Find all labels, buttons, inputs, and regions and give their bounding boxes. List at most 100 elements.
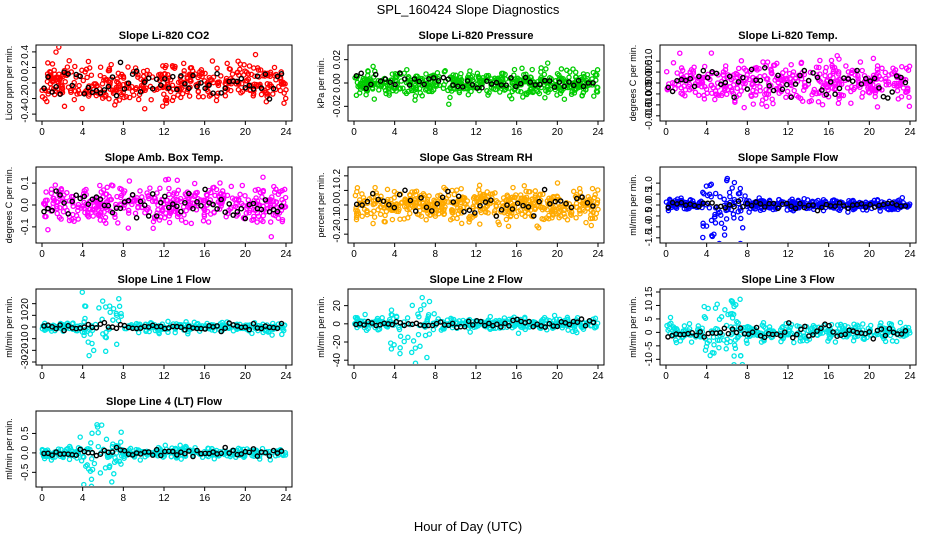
data-point bbox=[582, 208, 588, 214]
data-point bbox=[860, 321, 866, 327]
data-point bbox=[388, 346, 395, 352]
y-tick-label: -1.0 bbox=[644, 218, 655, 236]
data-point bbox=[456, 89, 463, 96]
data-point bbox=[577, 201, 584, 208]
data-point bbox=[570, 188, 577, 195]
data-point bbox=[735, 65, 742, 72]
x-tick-label: 20 bbox=[240, 493, 252, 504]
data-point bbox=[269, 194, 275, 200]
data-point bbox=[877, 208, 883, 214]
x-tick-label: 24 bbox=[904, 249, 916, 260]
chart-title: Slope Amb. Box Temp. bbox=[105, 152, 224, 164]
data-point-black bbox=[113, 325, 120, 332]
data-point-black bbox=[65, 322, 71, 329]
data-point bbox=[260, 212, 267, 219]
data-point bbox=[797, 338, 803, 344]
data-point-black bbox=[423, 204, 430, 211]
data-point bbox=[686, 320, 693, 327]
data-point bbox=[708, 193, 714, 200]
data-point-black bbox=[880, 93, 887, 100]
data-points bbox=[39, 421, 289, 486]
x-tick-label: 16 bbox=[199, 127, 211, 138]
data-point-black bbox=[145, 75, 152, 81]
data-point bbox=[548, 195, 555, 202]
data-point-black bbox=[782, 329, 788, 336]
chart-title: Slope Line 3 Flow bbox=[742, 274, 835, 286]
y-tick-label: 0.0 bbox=[20, 198, 31, 212]
data-point bbox=[260, 174, 266, 180]
data-point bbox=[407, 210, 413, 217]
data-point-black bbox=[226, 450, 232, 456]
data-point bbox=[737, 353, 744, 359]
data-point bbox=[228, 87, 234, 94]
data-point-black bbox=[190, 453, 196, 460]
data-point bbox=[356, 197, 363, 203]
data-point bbox=[897, 319, 904, 326]
data-point-black bbox=[198, 202, 204, 209]
data-point-black bbox=[556, 79, 563, 85]
x-tick-label: 8 bbox=[121, 493, 127, 504]
data-point bbox=[728, 331, 735, 338]
data-point-black bbox=[693, 332, 700, 339]
data-point bbox=[835, 71, 842, 77]
chart-title: Slope Li-820 CO2 bbox=[119, 30, 209, 42]
data-point bbox=[273, 199, 280, 205]
data-point-black bbox=[863, 75, 869, 82]
data-point-black bbox=[867, 78, 874, 84]
data-point-black bbox=[133, 68, 140, 74]
data-point bbox=[822, 68, 829, 75]
data-point bbox=[204, 208, 211, 215]
data-point bbox=[787, 76, 794, 82]
data-point bbox=[248, 71, 255, 78]
data-point bbox=[49, 61, 56, 67]
data-point bbox=[81, 319, 87, 325]
x-tick-label: 12 bbox=[158, 127, 170, 138]
data-point-black bbox=[238, 451, 245, 457]
data-point bbox=[180, 60, 187, 67]
data-point bbox=[108, 182, 115, 188]
data-point-black bbox=[190, 72, 196, 79]
data-point-black bbox=[744, 86, 751, 92]
data-point bbox=[708, 82, 714, 89]
data-point-black bbox=[182, 81, 188, 87]
data-point bbox=[543, 215, 550, 221]
data-point bbox=[113, 458, 120, 464]
data-point-black bbox=[522, 74, 529, 81]
data-point bbox=[730, 211, 737, 217]
data-point bbox=[685, 83, 692, 90]
data-point bbox=[825, 87, 831, 93]
data-point-black bbox=[459, 84, 466, 90]
data-point bbox=[255, 186, 261, 193]
data-point-black bbox=[387, 79, 394, 85]
data-point-black bbox=[484, 78, 490, 84]
data-point bbox=[761, 198, 767, 205]
data-point bbox=[589, 185, 596, 192]
data-point bbox=[219, 319, 225, 326]
data-point-black bbox=[477, 202, 483, 209]
data-point bbox=[357, 318, 364, 324]
data-point bbox=[138, 76, 144, 82]
data-point-black bbox=[222, 85, 228, 91]
data-point-black bbox=[440, 74, 447, 81]
x-tick-label: 12 bbox=[782, 127, 794, 138]
data-point-black bbox=[186, 85, 192, 92]
data-point bbox=[156, 217, 163, 223]
data-point-black bbox=[889, 200, 896, 206]
data-point bbox=[118, 313, 125, 319]
data-point bbox=[228, 183, 235, 190]
data-point-black bbox=[153, 446, 160, 453]
data-point bbox=[217, 191, 224, 197]
data-point-black bbox=[801, 204, 808, 211]
data-point-black bbox=[836, 200, 843, 206]
data-point-black bbox=[242, 85, 249, 91]
data-point bbox=[99, 81, 106, 87]
data-point bbox=[412, 273, 416, 277]
data-point bbox=[460, 204, 467, 210]
data-point-black bbox=[832, 203, 838, 209]
data-point-black bbox=[450, 82, 456, 88]
data-point-black bbox=[722, 79, 729, 86]
data-point bbox=[852, 72, 858, 78]
data-point-black bbox=[182, 199, 188, 206]
